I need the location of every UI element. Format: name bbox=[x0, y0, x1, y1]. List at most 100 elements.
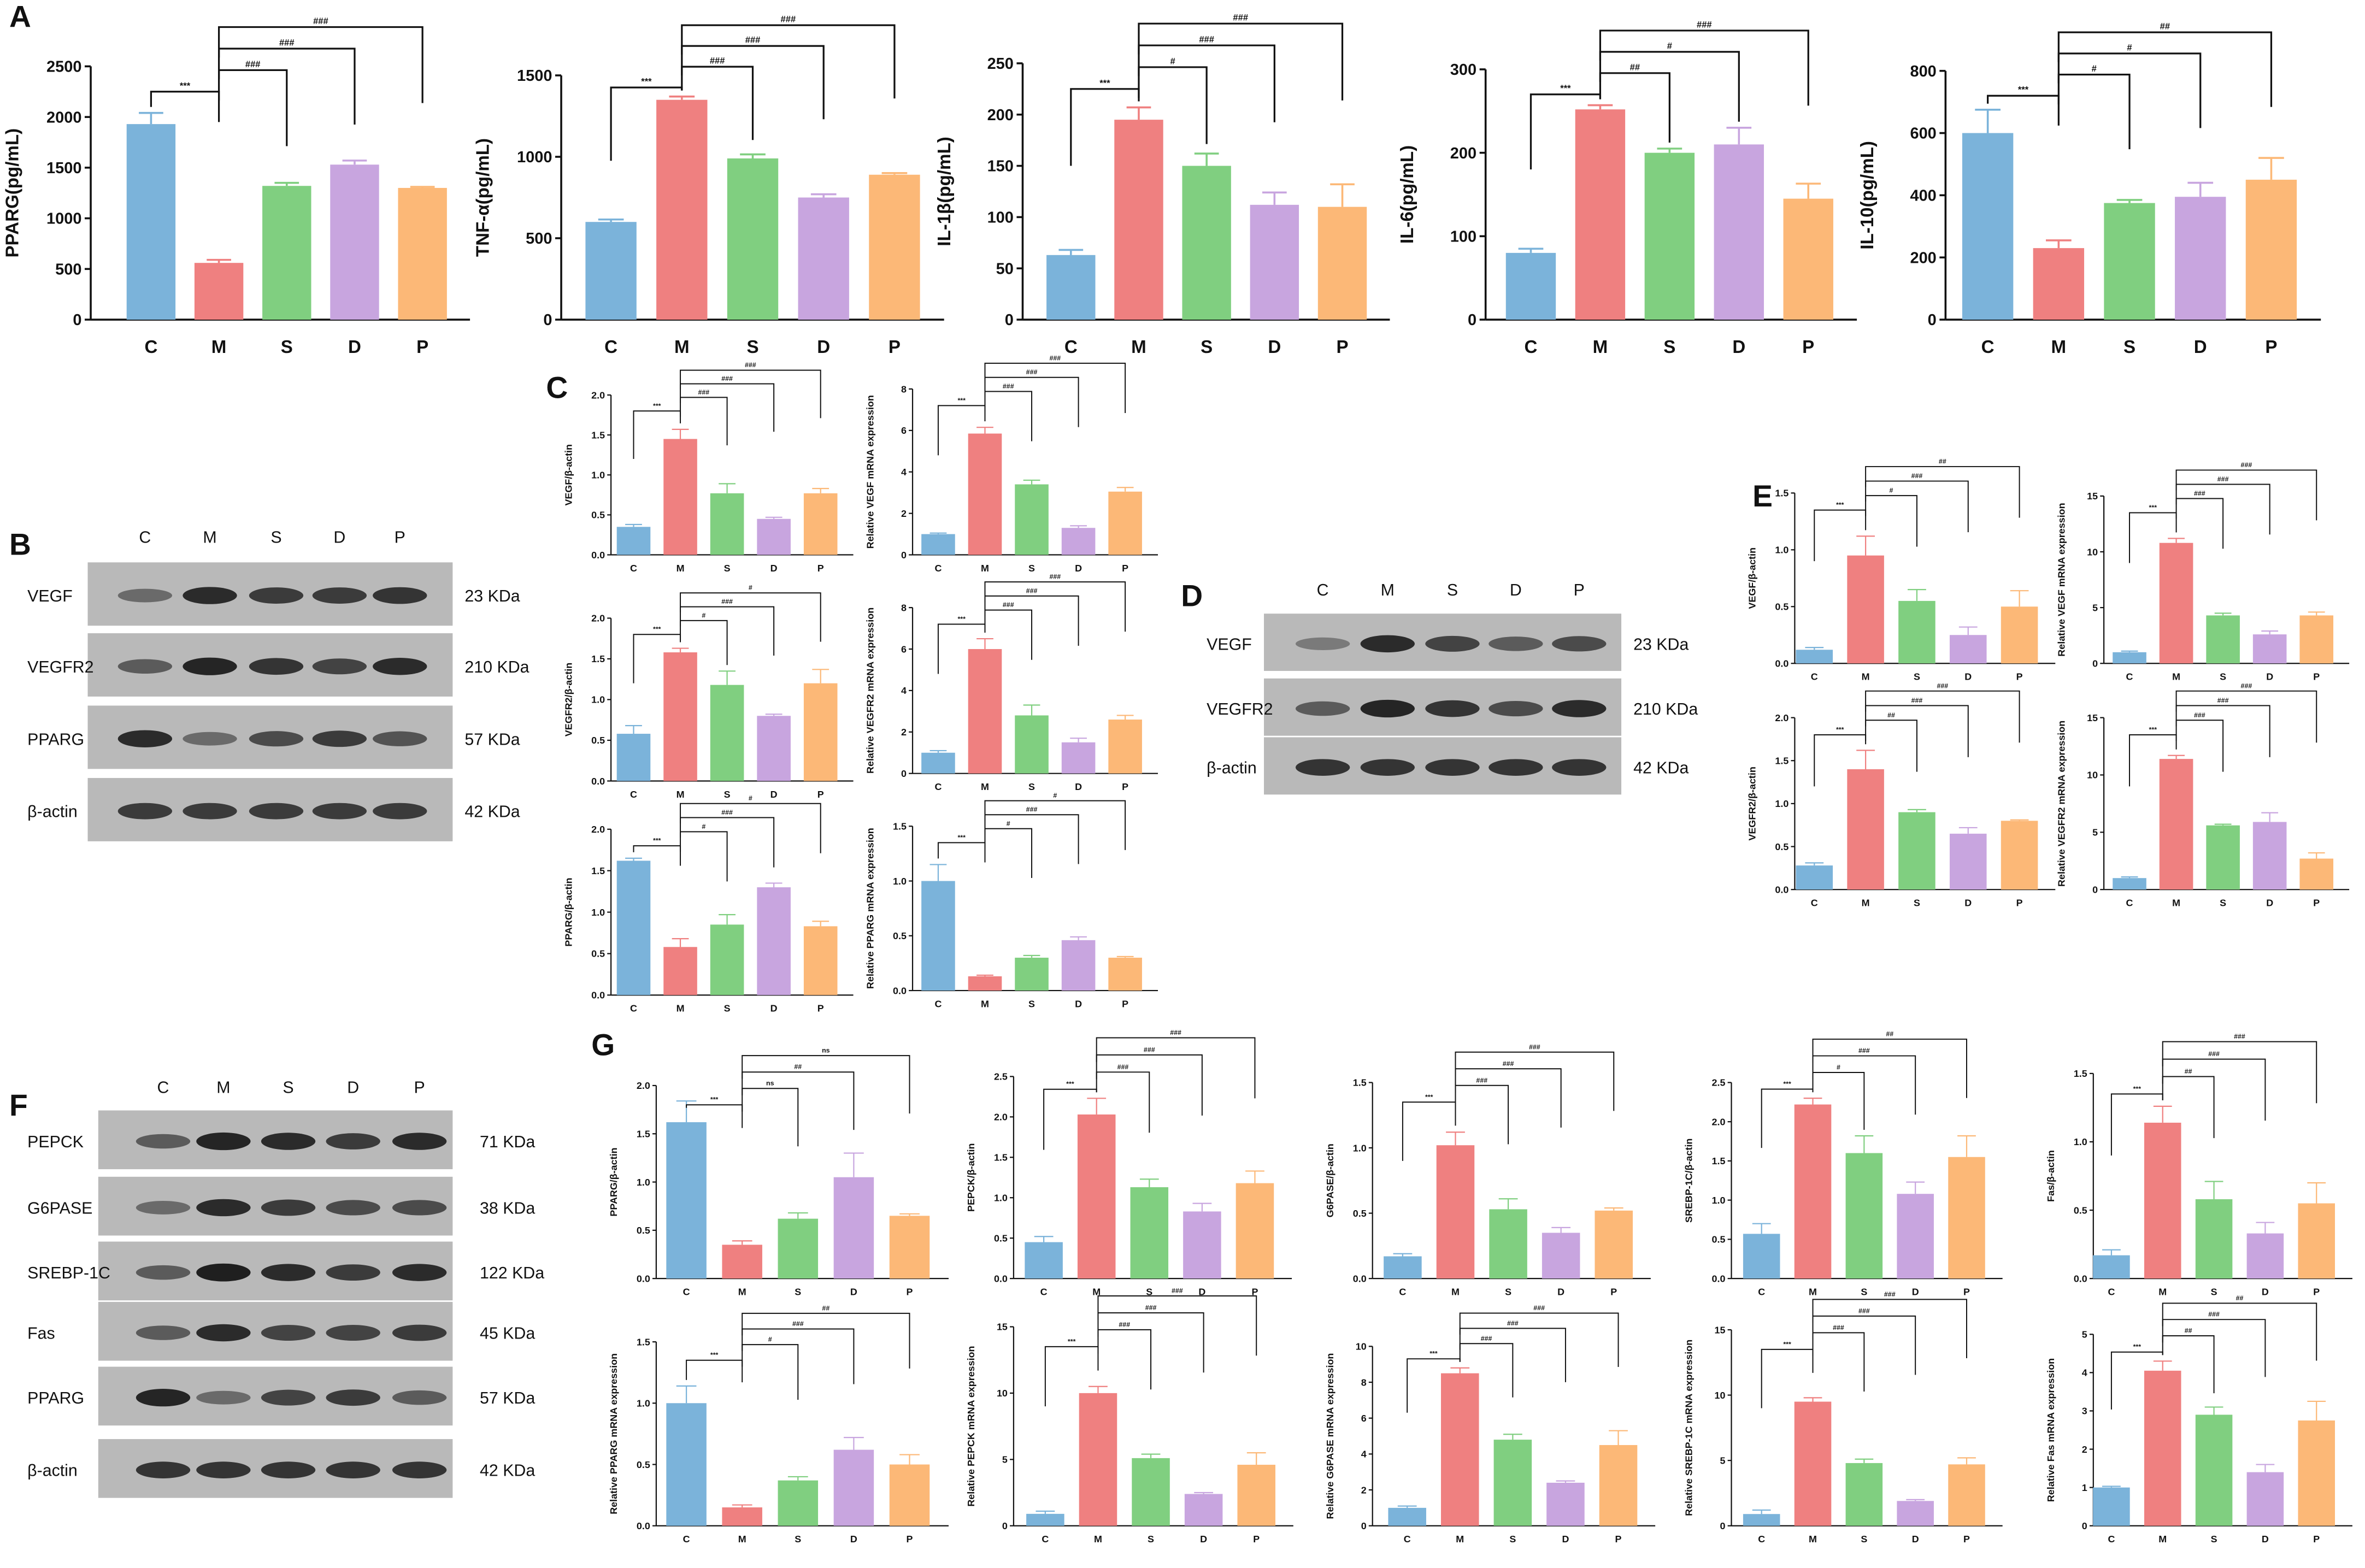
bar bbox=[1184, 1494, 1223, 1526]
error-bar bbox=[2116, 199, 2143, 203]
y-axis-label: SREBP-1C/β-actin bbox=[1684, 1139, 1695, 1223]
x-tick-label: D bbox=[850, 1287, 857, 1298]
bar bbox=[1079, 1393, 1117, 1526]
error-bar bbox=[1141, 1453, 1161, 1458]
size-label: 23 KDa bbox=[464, 587, 520, 605]
y-tick-label: 2.0 bbox=[994, 1112, 1008, 1123]
significance-bracket bbox=[1987, 95, 2060, 126]
error-bar bbox=[1126, 106, 1151, 120]
x-tick-label: C bbox=[2126, 898, 2133, 909]
x-tick-label: P bbox=[1253, 1534, 1260, 1545]
y-tick-label: 5 bbox=[2092, 602, 2098, 613]
y-tick-label: 2.0 bbox=[591, 824, 605, 835]
x-tick-label: C bbox=[2108, 1534, 2115, 1545]
y-axis-label: Fas/β-actin bbox=[2045, 1150, 2056, 1202]
significance-label: ### bbox=[745, 361, 756, 369]
blot-band bbox=[326, 1389, 380, 1406]
blot-band bbox=[373, 731, 427, 746]
protein-label: PPARG bbox=[27, 1389, 84, 1407]
x-tick-label: C bbox=[1040, 1287, 1048, 1298]
blot-band bbox=[392, 1390, 447, 1405]
y-tick-label: 0 bbox=[2092, 658, 2098, 669]
y-axis-label: VEGFR2/β-actin bbox=[1747, 767, 1758, 840]
bar bbox=[1077, 1114, 1116, 1279]
significance-bracket bbox=[2175, 484, 2270, 535]
y-tick-label: 0.0 bbox=[2074, 1273, 2087, 1284]
x-tick-label: S bbox=[1914, 671, 1920, 682]
blot-band bbox=[261, 1133, 316, 1150]
blot-band bbox=[392, 1324, 447, 1341]
significance-bracket bbox=[1812, 1299, 1967, 1358]
bar bbox=[1599, 1445, 1638, 1526]
bar bbox=[1493, 1440, 1532, 1526]
y-tick-label: 1.0 bbox=[591, 694, 605, 705]
error-bar bbox=[1855, 1458, 1874, 1463]
x-tick-label: P bbox=[1122, 781, 1128, 792]
x-tick-label: M bbox=[2172, 671, 2180, 682]
panel-label: D bbox=[1181, 579, 1203, 612]
y-axis-label: PPARG(pg/mL) bbox=[3, 128, 23, 258]
y-axis-label: PPARG/β-actin bbox=[608, 1147, 619, 1216]
y-tick-label: 2.0 bbox=[1775, 712, 1789, 723]
y-tick-label: 0 bbox=[1720, 1520, 1725, 1531]
y-tick-label: 0.0 bbox=[1775, 884, 1789, 895]
x-tick-label: M bbox=[676, 1003, 685, 1014]
bar bbox=[921, 881, 955, 991]
significance-label: ## bbox=[1887, 711, 1895, 719]
x-tick-label: P bbox=[1251, 1287, 1258, 1298]
x-tick-label: D bbox=[2266, 898, 2273, 909]
x-tick-label: C bbox=[630, 789, 637, 800]
x-tick-label: M bbox=[981, 998, 989, 1009]
protein-label: SREBP-1C bbox=[27, 1264, 110, 1282]
significance-label: ### bbox=[2234, 1033, 2245, 1040]
blot-band bbox=[136, 1201, 191, 1215]
y-tick-label: 0.0 bbox=[637, 1520, 650, 1531]
panel-label: C bbox=[546, 371, 568, 405]
y-tick-label: 1.0 bbox=[637, 1177, 650, 1188]
bar bbox=[1061, 940, 1096, 991]
bar bbox=[921, 534, 955, 555]
significance-bracket bbox=[681, 24, 896, 99]
significance-bracket bbox=[1455, 1051, 1615, 1111]
bar bbox=[585, 222, 637, 320]
error-bar bbox=[732, 1504, 752, 1508]
x-tick-label: M bbox=[1862, 898, 1870, 909]
error-bar bbox=[1908, 588, 1926, 601]
blot-band bbox=[183, 587, 237, 604]
error-bar bbox=[1856, 535, 1875, 556]
blot-band bbox=[117, 803, 173, 820]
x-tick-label: M bbox=[676, 789, 685, 800]
y-tick-label: 0.5 bbox=[994, 1233, 1008, 1243]
lane-label: P bbox=[1574, 581, 1585, 599]
y-tick-label: 6 bbox=[1361, 1413, 1367, 1424]
error-bar bbox=[672, 428, 689, 439]
x-tick-label: M bbox=[2051, 337, 2067, 357]
bar bbox=[1130, 1187, 1169, 1279]
blot-band bbox=[326, 1461, 380, 1478]
y-tick-label: 0.5 bbox=[1775, 841, 1789, 852]
protein-label: β-actin bbox=[27, 1462, 78, 1480]
y-tick-label: 5 bbox=[1002, 1454, 1008, 1465]
bar bbox=[968, 976, 1002, 991]
blot-band bbox=[196, 1390, 251, 1405]
y-tick-label: 0 bbox=[1928, 311, 1937, 329]
error-bar bbox=[1023, 704, 1040, 716]
y-tick-label: 6 bbox=[901, 644, 907, 655]
blot-band bbox=[196, 1263, 251, 1282]
error-bar bbox=[669, 95, 695, 100]
significance-bracket bbox=[1096, 1071, 1150, 1133]
error-bar bbox=[1262, 191, 1287, 205]
y-tick-label: 0.0 bbox=[1775, 658, 1789, 669]
error-bar bbox=[1503, 1434, 1522, 1440]
significance-label: ### bbox=[1529, 1043, 1540, 1051]
y-tick-label: 5 bbox=[2082, 1329, 2087, 1340]
bar bbox=[2104, 203, 2155, 320]
significance-label: *** bbox=[957, 397, 966, 404]
bar bbox=[757, 518, 791, 555]
x-tick-label: C bbox=[630, 1003, 637, 1014]
x-tick-label: C bbox=[1399, 1287, 1406, 1298]
error-bar bbox=[765, 516, 783, 519]
significance-bracket bbox=[984, 391, 1033, 441]
y-axis-label: Relative PPARG mRNA expression bbox=[864, 828, 875, 989]
y-tick-label: 2.0 bbox=[1712, 1116, 1726, 1127]
